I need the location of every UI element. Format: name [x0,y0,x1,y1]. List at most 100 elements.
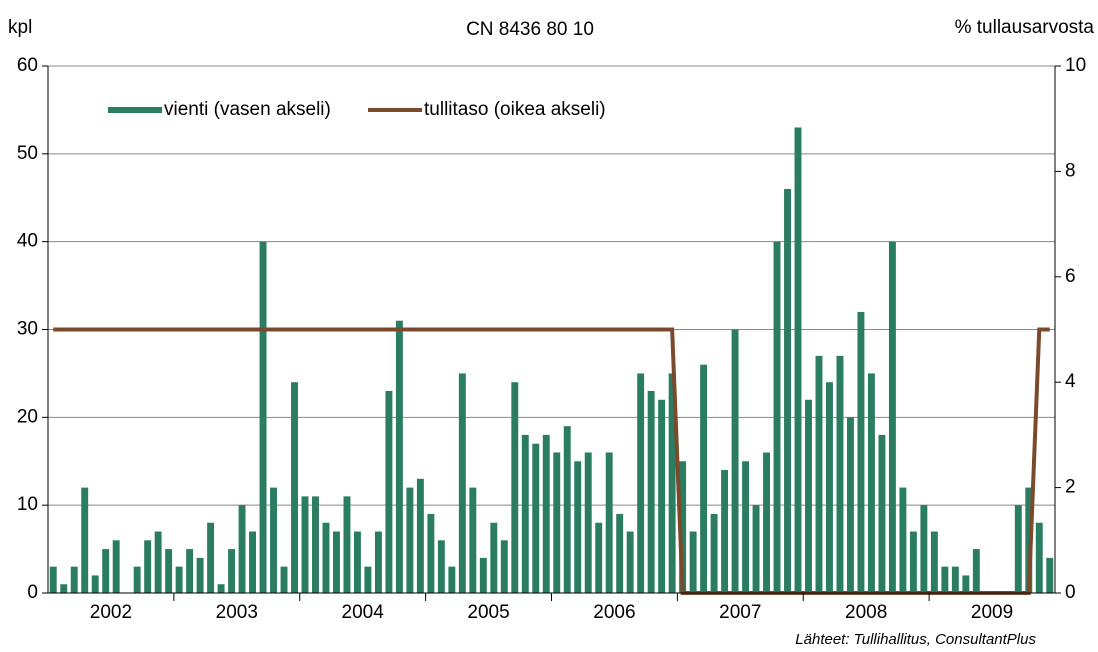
y2-tick-label: 10 [1065,55,1086,76]
bar [165,549,173,593]
bar [668,373,676,593]
bar [553,452,561,593]
bar [343,496,351,593]
bar [521,434,529,593]
y-tick-label: 60 [17,55,38,76]
legend-label: tullitaso (oikea akseli) [424,99,606,120]
legend-label: vienti (vasen akseli) [164,99,331,120]
bar [395,320,403,593]
bar [186,549,194,593]
bar [133,566,141,593]
x-group-label: 2009 [971,602,1013,623]
x-group-label: 2004 [342,602,385,623]
bar [658,399,666,593]
bar [249,531,257,593]
y-tick-label: 10 [17,494,38,515]
y2-axis-label: % tullausarvosta [955,17,1095,38]
bar [196,557,204,593]
x-group-label: 2007 [719,602,761,623]
x-group-label: 2003 [216,602,258,623]
bar [962,575,970,593]
bar [710,513,718,593]
bar [144,540,152,593]
y2-tick-label: 6 [1065,266,1076,287]
bar [1014,505,1022,593]
bar [70,566,78,593]
bar [301,496,309,593]
bar [899,487,907,593]
y2-tick-label: 4 [1065,371,1076,392]
y2-tick-label: 0 [1065,582,1076,603]
bar [784,188,791,593]
bar [291,382,298,593]
bar [1025,487,1033,593]
bar [920,505,928,593]
bar [616,513,624,593]
x-group-label: 2002 [90,602,132,623]
bar [637,373,645,593]
bar [941,566,949,593]
bar [458,373,466,593]
bar [416,478,424,593]
bar [742,461,750,593]
bar [689,531,697,593]
bar [312,496,319,593]
y-tick-label: 50 [17,143,38,164]
bar [794,127,802,593]
bar [563,426,571,593]
x-group-label: 2005 [467,602,509,623]
bar [102,549,110,593]
bar [878,434,886,593]
bar [867,373,875,593]
bar [1046,557,1054,593]
bar [385,390,393,593]
bar [469,487,477,593]
bar [333,531,340,593]
bar [322,522,330,593]
bar [364,566,372,593]
y-tick-label: 30 [17,319,38,340]
bar [700,364,708,593]
bar [270,487,277,593]
bar [731,329,739,593]
bar [605,452,613,593]
x-group-label: 2008 [845,602,887,623]
x-group-label: 2006 [593,602,635,623]
bar [532,443,540,593]
bar [595,522,603,593]
bar [951,566,959,593]
source-note: Lähteet: Tullihallitus, ConsultantPlus [795,631,1036,648]
y2-tick-label: 2 [1065,477,1076,498]
bar [888,241,896,593]
y-tick-label: 20 [17,406,38,427]
bar [805,399,812,593]
bar [930,531,938,593]
bar [972,549,980,593]
bar [647,390,655,593]
bar [374,531,382,593]
bar [846,417,854,593]
bar [238,505,246,593]
bar [60,584,68,593]
bar [752,505,760,593]
y-tick-label: 40 [17,231,38,252]
bar [353,531,361,593]
bar [584,452,592,593]
bar [815,355,823,593]
y2-tick-label: 8 [1065,160,1076,181]
y-axis-label: kpl [8,17,32,38]
bar [490,522,498,593]
bar [511,382,519,593]
bar [909,531,917,593]
y-tick-label: 0 [27,582,38,603]
bar [217,584,225,593]
bar [542,434,550,593]
bar [259,241,267,593]
bar [406,487,414,593]
bar [857,311,865,593]
bar [280,566,288,593]
bar [626,531,634,593]
chart-title: CN 8436 80 10 [466,19,594,40]
bar [448,566,456,593]
